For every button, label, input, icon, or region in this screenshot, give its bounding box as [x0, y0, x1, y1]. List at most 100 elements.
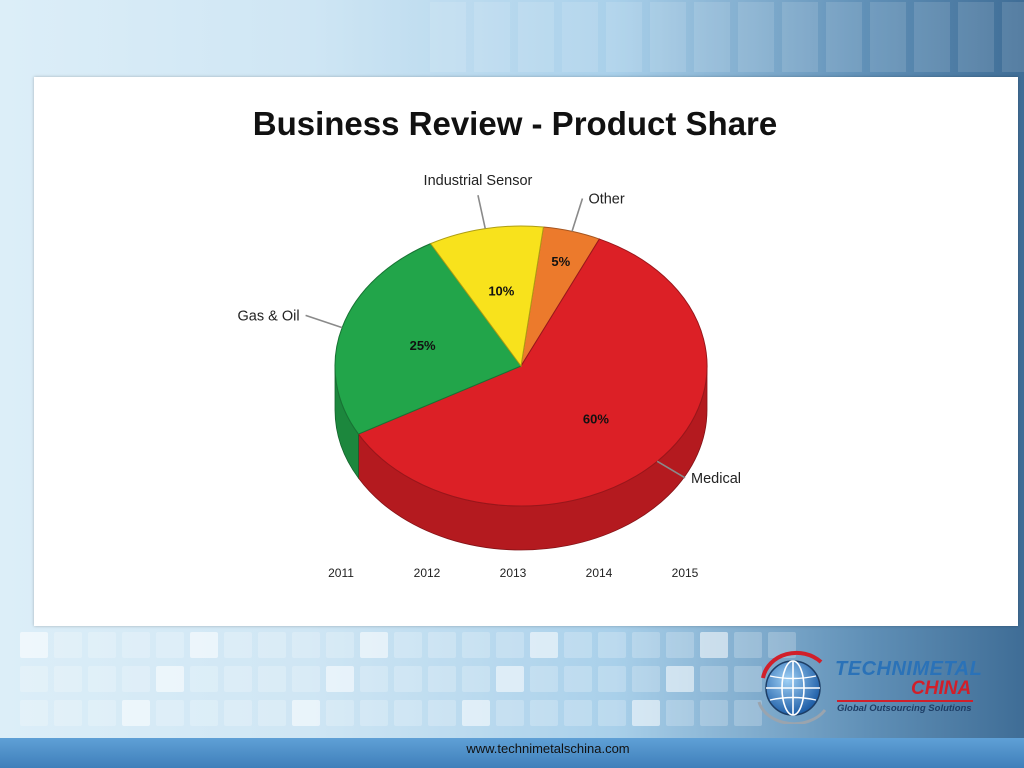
slice-value-label: 60%: [583, 411, 609, 426]
background-tile: [462, 700, 490, 726]
company-logo: TECHNIMETAL CHINA Global Outsourcing Sol…: [755, 648, 985, 724]
leader-line: [477, 194, 487, 229]
x-tick-label: 2012: [414, 566, 441, 580]
background-tile: [694, 2, 730, 72]
background-tile: [530, 666, 558, 692]
background-tile: [782, 2, 818, 72]
background-tile: [734, 632, 762, 658]
background-tile: [632, 700, 660, 726]
background-tile: [190, 666, 218, 692]
category-label: Other: [588, 192, 624, 208]
background-tile: [258, 632, 286, 658]
x-tick-label: 2014: [586, 566, 613, 580]
background-tile: [914, 2, 950, 72]
background-tile: [430, 2, 466, 72]
background-tile: [326, 666, 354, 692]
background-tile: [562, 2, 598, 72]
slice-value-label: 5%: [551, 254, 570, 269]
background-tile: [734, 700, 762, 726]
background-tile: [598, 632, 626, 658]
category-label: Industrial Sensor: [424, 173, 533, 189]
background-tile: [88, 700, 116, 726]
category-label: Gas & Oil: [238, 308, 300, 324]
background-tile: [496, 666, 524, 692]
background-tile: [88, 666, 116, 692]
background-tile: [360, 632, 388, 658]
globe-icon: [757, 650, 827, 724]
slide-title: Business Review - Product Share: [252, 105, 778, 142]
leader-line: [571, 198, 584, 232]
background-tile: [394, 666, 422, 692]
background-tile: [564, 700, 592, 726]
background-tile: [360, 700, 388, 726]
background-tile: [54, 666, 82, 692]
footer-bar: [0, 738, 1024, 768]
background-tile: [870, 2, 906, 72]
slice-value-label: 10%: [488, 283, 514, 298]
background-tile: [190, 632, 218, 658]
background-tile: [428, 632, 456, 658]
background-tile: [666, 666, 694, 692]
background-tile: [258, 666, 286, 692]
background-tile: [598, 700, 626, 726]
background-tile: [122, 666, 150, 692]
background-tile: [700, 666, 728, 692]
background-tile: [224, 632, 252, 658]
x-tick-label: 2011: [328, 566, 354, 580]
background-tile: [734, 666, 762, 692]
background-tile: [958, 2, 994, 72]
background-tile: [326, 700, 354, 726]
logo-divider: [837, 700, 973, 702]
background-tile: [54, 700, 82, 726]
logo-name: TECHNIMETAL: [835, 658, 983, 680]
leader-line: [656, 460, 686, 479]
slice-value-label: 25%: [410, 338, 436, 353]
leader-line: [305, 314, 343, 329]
background-tile: [292, 700, 320, 726]
background-tile: [700, 700, 728, 726]
background-tile: [632, 666, 660, 692]
background-tile: [518, 2, 554, 72]
background-tile: [700, 632, 728, 658]
background-tile: [462, 666, 490, 692]
background-tile: [564, 632, 592, 658]
background-tile: [20, 632, 48, 658]
background-tile: [474, 2, 510, 72]
background-tile: [666, 632, 694, 658]
background-tile: [738, 2, 774, 72]
footer-url[interactable]: www.technimetalschina.com: [466, 741, 630, 756]
background-tile: [292, 666, 320, 692]
background-tile: [224, 666, 252, 692]
x-tick-label: 2013: [500, 566, 527, 580]
pie-chart: 5% 60% 25% 10% Other Medical Gas & Oil Industri…: [238, 173, 741, 580]
background-tile: [768, 632, 796, 658]
background-tile: [496, 632, 524, 658]
background-tile: [326, 632, 354, 658]
background-tile: [428, 666, 456, 692]
background-tile: [156, 632, 184, 658]
background-tile: [20, 666, 48, 692]
background-tile: [88, 632, 116, 658]
background-tile: [394, 700, 422, 726]
background-tile: [1002, 2, 1024, 72]
background-tile: [530, 632, 558, 658]
background-tile: [826, 2, 862, 72]
background-tile: [258, 700, 286, 726]
background-tile: [650, 2, 686, 72]
logo-tagline: Global Outsourcing Solutions: [837, 703, 972, 714]
background-tile: [496, 700, 524, 726]
background-tile: [606, 2, 642, 72]
background-tile: [156, 666, 184, 692]
background-tile: [292, 632, 320, 658]
pie-slice-industrial-sensor: [429, 225, 544, 368]
background-tile: [224, 700, 252, 726]
background-tile: [428, 700, 456, 726]
background-tile: [462, 632, 490, 658]
logo-country: CHINA: [911, 678, 972, 699]
background-tile: [122, 700, 150, 726]
category-label: Medical: [691, 471, 741, 487]
background-tile: [530, 700, 558, 726]
background-tile: [20, 700, 48, 726]
background-tile: [54, 632, 82, 658]
